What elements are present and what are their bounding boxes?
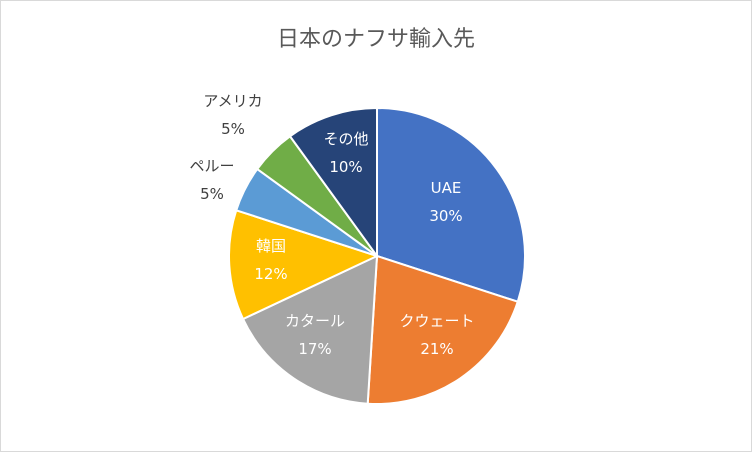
slice-value-label: 17%	[298, 340, 331, 358]
slice-label: カタール	[285, 312, 345, 330]
slice-label: ペルー	[189, 157, 234, 175]
pie-slice	[242, 255, 378, 405]
slice-label: UAE	[431, 179, 462, 197]
slice-label: クウェート	[399, 312, 474, 330]
slice-value-label: 12%	[254, 265, 287, 283]
pie-slice	[289, 107, 378, 257]
pie-slice	[366, 255, 519, 405]
pie-slice	[376, 107, 526, 303]
slice-label: 韓国	[256, 237, 286, 255]
slice-label: アメリカ	[203, 92, 262, 110]
slice-value-label: 5%	[221, 120, 245, 138]
slice-value-label: 5%	[200, 185, 224, 203]
chart-title: 日本のナフサ輸入先	[276, 27, 475, 52]
slice-value-label: 10%	[329, 158, 362, 176]
slice-value-label: 21%	[420, 340, 453, 358]
slice-label: その他	[323, 130, 368, 148]
pie-slice	[228, 209, 378, 321]
slice-value-label: 30%	[429, 207, 462, 225]
